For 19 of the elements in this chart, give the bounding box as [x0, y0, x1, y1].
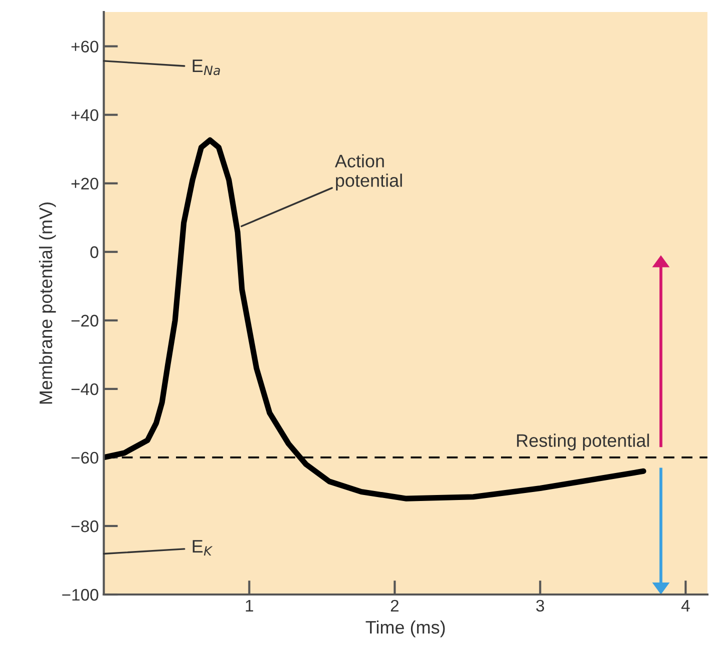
x-axis-title: Time (ms): [366, 620, 445, 638]
y-tick-label: −20: [71, 314, 98, 327]
annotation: E$_{K}$: [192, 540, 213, 556]
ref-line-label: Resting potential: [517, 434, 649, 451]
annotation: E$_{Na}$: [192, 60, 220, 76]
y-tick-label: +60: [71, 40, 98, 52]
y-tick-label: −80: [71, 520, 98, 532]
x-tick-label: 1: [246, 600, 254, 612]
y-tick-label: +40: [71, 109, 98, 122]
y-axis-title: Membrane potential (mV): [39, 202, 56, 404]
x-tick-label: 4: [681, 600, 690, 612]
x-tick-label: 2: [390, 600, 399, 612]
y-tick-label: −40: [71, 383, 98, 396]
y-tick-label: −60: [71, 452, 98, 464]
annotation: Action potential: [334, 154, 402, 190]
y-tick-label: 0: [90, 246, 98, 258]
x-tick-label: 3: [536, 600, 544, 612]
y-tick-label: +20: [71, 178, 98, 190]
y-tick-label: −100: [62, 588, 98, 601]
